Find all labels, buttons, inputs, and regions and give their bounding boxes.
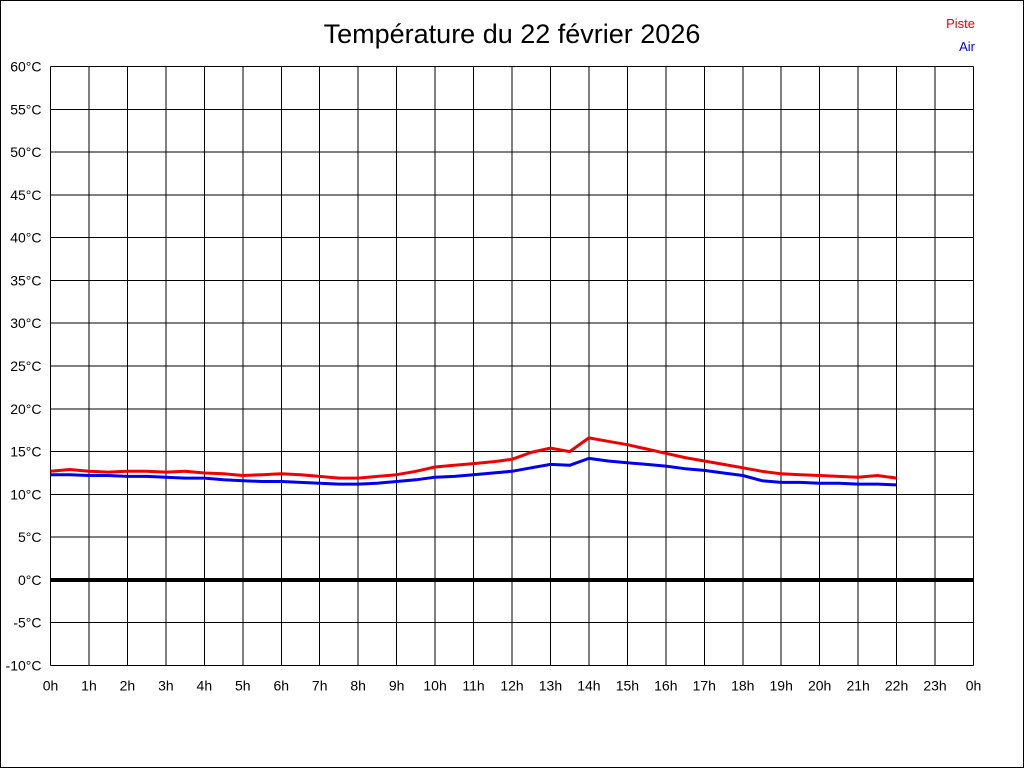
x-tick-label: 14h: [577, 678, 600, 694]
y-tick-label: 55°C: [10, 101, 41, 117]
x-tick-label: 3h: [158, 678, 174, 694]
x-tick-label: 19h: [770, 678, 793, 694]
x-tick-label: 13h: [539, 678, 562, 694]
legend: Piste Air: [946, 12, 975, 58]
x-tick-label: 8h: [350, 678, 366, 694]
x-tick-label: 22h: [885, 678, 908, 694]
y-axis-labels: 60°C 55°C 50°C 45°C 40°C 35°C 30°C 25°C 20°C 15°C…: [6, 59, 42, 674]
series-line-piste: [50, 436, 897, 480]
x-tick-label: 1h: [81, 678, 97, 694]
y-tick-label: 30°C: [10, 315, 41, 331]
x-tick-label: 6h: [273, 678, 289, 694]
y-tick-label: 5°C: [18, 529, 42, 545]
y-tick-label: 15°C: [10, 444, 41, 460]
x-tick-label: 21h: [846, 678, 869, 694]
legend-item-piste: Piste: [946, 16, 975, 31]
y-tick-label: 40°C: [10, 230, 41, 246]
x-axis-labels: 0h 1h 2h 3h 4h 5h 6h 7h 8h 9h 10h 11h 12h 13h 14h 15h 16…: [43, 678, 982, 694]
x-tick-label: 0h: [966, 678, 982, 694]
x-tick-label: 23h: [923, 678, 946, 694]
y-tick-label: 45°C: [10, 187, 41, 203]
x-tick-label: 17h: [693, 678, 716, 694]
y-tick-label: 0°C: [18, 572, 42, 588]
x-tick-label: 18h: [731, 678, 754, 694]
x-tick-label: 2h: [120, 678, 136, 694]
chart-title: Température du 22 février 2026: [323, 19, 701, 49]
legend-item-air: Air: [959, 39, 975, 54]
y-tick-label: -10°C: [6, 658, 42, 674]
y-tick-label: 25°C: [10, 358, 41, 374]
y-tick-label: 50°C: [10, 144, 41, 160]
x-tick-label: 0h: [43, 678, 59, 694]
series-line-air: [50, 456, 897, 487]
x-tick-label: 11h: [462, 678, 484, 694]
x-tick-label: 9h: [389, 678, 405, 694]
y-tick-label: 35°C: [10, 272, 41, 288]
y-tick-label: 60°C: [10, 59, 41, 75]
x-tick-label: 7h: [312, 678, 328, 694]
x-tick-label: 15h: [616, 678, 639, 694]
grid: [50, 66, 974, 666]
x-tick-label: 20h: [808, 678, 831, 694]
x-tick-label: 10h: [423, 678, 446, 694]
x-tick-label: 4h: [197, 678, 213, 694]
y-tick-label: 20°C: [10, 401, 41, 417]
y-tick-label: 10°C: [10, 486, 41, 502]
y-tick-label: -5°C: [13, 615, 41, 631]
x-tick-label: 12h: [500, 678, 523, 694]
x-tick-label: 16h: [654, 678, 677, 694]
x-tick-label: 5h: [235, 678, 251, 694]
